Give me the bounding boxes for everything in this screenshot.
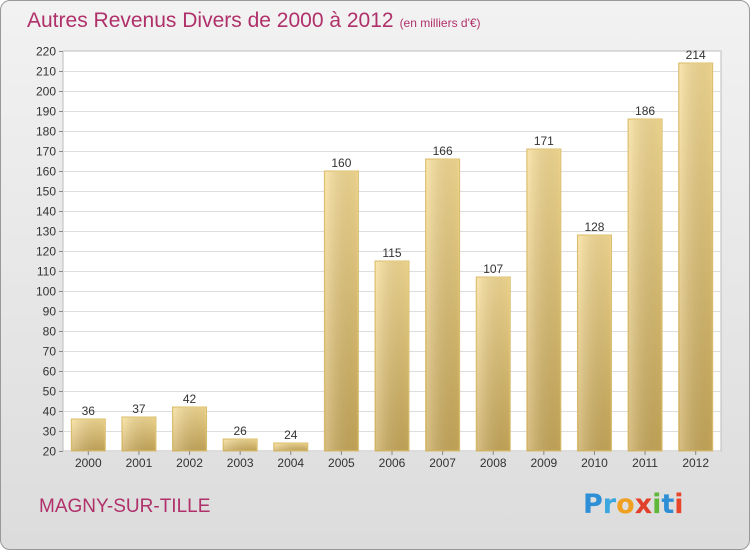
y-tick-label: 110	[37, 265, 56, 279]
bar-shade	[72, 420, 105, 450]
bar-shade	[274, 444, 307, 450]
y-tick-label: 120	[36, 245, 56, 259]
x-tick-label: 2000	[75, 456, 102, 470]
y-axis: 20 30 40 50 60 70 80 90 100 110 120 130 140 150 160 170…	[36, 45, 63, 459]
x-tick-label: 2003	[227, 456, 254, 470]
x-tick-label: 2009	[530, 456, 557, 470]
y-tick-label: 70	[43, 345, 57, 359]
x-tick-label: 2004	[277, 456, 304, 470]
x-tick-label: 2011	[632, 456, 658, 470]
x-tick-label: 2012	[682, 456, 709, 470]
bar-shade	[578, 236, 611, 450]
data-label: 115	[382, 246, 401, 260]
y-tick-label: 90	[43, 305, 57, 319]
data-label: 186	[635, 104, 655, 118]
y-tick-label: 150	[36, 185, 56, 199]
logo-letter: P	[583, 489, 603, 520]
data-label: 171	[534, 134, 554, 148]
logo-letter: i	[652, 489, 662, 520]
logo-letter: r	[602, 489, 617, 520]
y-tick-label: 30	[43, 425, 57, 439]
bar-shade	[679, 64, 712, 450]
bar-shade	[173, 408, 206, 450]
logo-letter: o	[616, 489, 635, 520]
bar-shade	[477, 278, 510, 450]
y-tick-label: 140	[36, 205, 56, 219]
data-label: 42	[183, 392, 197, 406]
bar-shade	[224, 440, 257, 450]
y-tick-label: 20	[43, 445, 57, 459]
x-tick-label: 2010	[581, 456, 608, 470]
bars: 36 37 42 26 24 160 115 166 107 171 128 186 214	[70, 48, 714, 452]
y-tick-label: 220	[36, 45, 56, 59]
y-tick-label: 100	[36, 285, 56, 299]
chart-unit: (en milliers d'€)	[399, 16, 481, 30]
bar-shade	[629, 120, 662, 450]
data-label: 214	[686, 48, 706, 62]
x-tick-label: 2007	[429, 456, 456, 470]
bar-shade	[122, 418, 155, 450]
x-tick-label: 2005	[328, 456, 355, 470]
y-tick-label: 180	[36, 125, 56, 139]
bar-shade	[426, 160, 459, 450]
logo-letter: t	[661, 489, 675, 520]
chart-title-text: Autres Revenus Divers de 2000 à 2012	[27, 9, 394, 32]
data-label: 36	[82, 404, 96, 418]
proxiti-logo: Proxiti	[583, 489, 684, 520]
data-label: 26	[233, 424, 247, 438]
data-label: 160	[331, 156, 351, 170]
logo-letter: x	[634, 489, 653, 520]
x-tick-label: 2001	[126, 456, 153, 470]
data-label: 166	[433, 144, 453, 158]
y-tick-label: 170	[36, 145, 56, 159]
bar-shade	[376, 262, 408, 450]
data-label: 24	[284, 428, 298, 442]
x-axis: 2000 2001 2002 2003 2004 2005 2006 2007 2008 2009…	[75, 451, 709, 470]
y-tick-label: 200	[36, 85, 56, 99]
data-label: 37	[132, 402, 146, 416]
chart-title: Autres Revenus Divers de 2000 à 2012 (en …	[27, 9, 481, 33]
y-tick-label: 80	[43, 325, 57, 339]
place-name: MAGNY-SUR-TILLE	[39, 496, 211, 517]
x-tick-label: 2006	[379, 456, 406, 470]
data-label: 107	[483, 262, 503, 276]
x-tick-label: 2008	[480, 456, 507, 470]
bar-shade	[527, 150, 560, 450]
y-tick-label: 190	[36, 105, 56, 119]
bar-shade	[325, 172, 358, 450]
y-tick-label: 40	[43, 405, 57, 419]
x-tick-label: 2002	[176, 456, 203, 470]
y-tick-label: 60	[43, 365, 57, 379]
y-tick-label: 160	[36, 165, 56, 179]
y-tick-label: 210	[36, 65, 56, 79]
data-label: 128	[584, 220, 604, 234]
y-tick-label: 50	[43, 385, 57, 399]
y-tick-label: 130	[36, 225, 56, 239]
logo-letter: i	[674, 489, 684, 520]
